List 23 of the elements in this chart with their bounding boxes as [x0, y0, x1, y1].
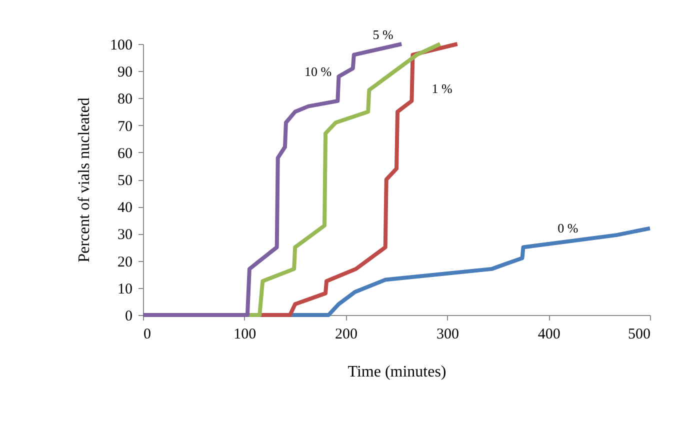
x-tick-label: 0 [144, 326, 151, 342]
annotation: 0 % [558, 220, 578, 236]
y-tick-label: 10 [118, 281, 132, 298]
y-tick-label: 20 [118, 254, 132, 270]
y-tick-label: 40 [118, 200, 132, 216]
x-tick-label: 500 [628, 326, 650, 342]
x-tick-label: 400 [538, 326, 560, 342]
x-axis-title: Time (minutes) [348, 364, 446, 380]
text: 5 % [372, 27, 394, 42]
x-tick-label: 200 [335, 326, 358, 342]
y-tick-label: 80 [118, 92, 132, 108]
annotation: 1 % [432, 81, 452, 96]
y-tick-label: 100 [110, 38, 132, 54]
y-tick-label: 60 [118, 146, 132, 162]
x-tick-label: 100 [234, 326, 256, 342]
y-tick-label: 50 [118, 173, 132, 189]
annotation: 10 % [304, 64, 332, 79]
y-axis-title: Percent of vials nucleated [76, 98, 93, 262]
y-tick-label: 0 [125, 308, 132, 324]
x-tick-label: 300 [436, 326, 459, 342]
y-tick-label: 30 [118, 227, 132, 244]
y-tick-label: 90 [118, 64, 132, 81]
y-tick-label: 70 [118, 118, 132, 135]
